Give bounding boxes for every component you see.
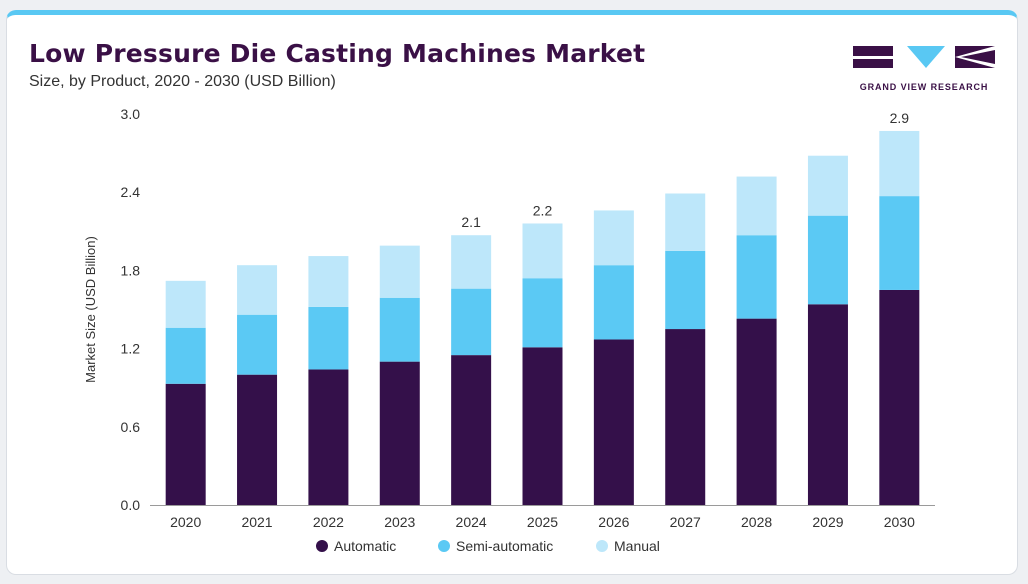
- bar-semi-automatic-2030: [879, 196, 920, 290]
- bar-automatic-2025: [522, 347, 563, 505]
- x-tick-label-2024: 2024: [456, 514, 487, 530]
- bar-automatic-2029: [807, 304, 848, 505]
- y-tick-label-0: 0.0: [121, 497, 141, 513]
- x-tick-label-2026: 2026: [598, 514, 629, 530]
- bar-manual-2030: [879, 130, 920, 197]
- y-tick-label-1: 0.6: [121, 419, 141, 435]
- bar-semi-automatic-2021: [237, 314, 278, 375]
- x-tick-label-2023: 2023: [384, 514, 415, 530]
- chart-subtitle: Size, by Product, 2020 - 2030 (USD Billi…: [29, 73, 336, 90]
- bar-automatic-2021: [237, 374, 278, 505]
- x-tick-label-2022: 2022: [313, 514, 344, 530]
- bar-automatic-2020: [165, 383, 206, 505]
- bar-manual-2027: [665, 193, 706, 251]
- x-tick-label-2030: 2030: [884, 514, 915, 530]
- data-labels: 2.1 2.2 2.9: [461, 110, 909, 230]
- chart-title: Low Pressure Die Casting Machines Market: [29, 39, 646, 68]
- bar-manual-2026: [593, 210, 634, 266]
- legend-swatch-manual: [596, 540, 608, 552]
- legend: Automatic Semi-automatic Manual: [316, 538, 660, 554]
- x-tick-label-2028: 2028: [741, 514, 772, 530]
- bar-semi-automatic-2028: [736, 235, 777, 319]
- bar-semi-automatic-2023: [379, 297, 420, 362]
- legend-swatch-semi-automatic: [438, 540, 450, 552]
- logo-text: GRAND VIEW RESEARCH: [859, 82, 989, 92]
- bar-semi-automatic-2026: [593, 265, 634, 340]
- axes: 0.0 0.6 1.2 1.8 2.4 3.0 Market Size (USD Billi…: [83, 106, 935, 530]
- bar-manual-2024: [451, 235, 492, 289]
- x-tick-label-2020: 2020: [170, 514, 201, 530]
- bars: [165, 130, 920, 505]
- y-tick-label-2: 1.2: [121, 341, 141, 357]
- bar-semi-automatic-2024: [451, 288, 492, 356]
- bar-automatic-2028: [736, 318, 777, 505]
- legend-label-automatic: Automatic: [334, 538, 396, 554]
- bar-automatic-2030: [879, 289, 920, 505]
- bar-semi-automatic-2022: [308, 306, 349, 370]
- bar-manual-2020: [165, 280, 206, 328]
- bar-manual-2022: [308, 256, 349, 307]
- x-tick-label-2027: 2027: [670, 514, 701, 530]
- bar-semi-automatic-2020: [165, 327, 206, 384]
- bar-semi-automatic-2025: [522, 278, 563, 348]
- bar-automatic-2022: [308, 369, 349, 505]
- legend-swatch-automatic: [316, 540, 328, 552]
- bar-semi-automatic-2027: [665, 250, 706, 330]
- x-tick-label-2029: 2029: [812, 514, 843, 530]
- x-tick-label-2021: 2021: [241, 514, 272, 530]
- y-tick-label-4: 2.4: [121, 184, 141, 200]
- data-label-2025: 2.2: [533, 202, 553, 218]
- bar-automatic-2023: [379, 361, 420, 505]
- bar-automatic-2027: [665, 329, 706, 505]
- bar-semi-automatic-2029: [807, 215, 848, 305]
- legend-label-semi-automatic: Semi-automatic: [456, 538, 553, 554]
- gvr-logo-icon: [853, 46, 995, 68]
- bar-manual-2025: [522, 223, 563, 279]
- data-label-2030: 2.9: [890, 110, 910, 126]
- y-tick-label-3: 1.8: [121, 262, 141, 278]
- y-axis-title: Market Size (USD Billion): [83, 236, 98, 383]
- grand-view-research-logo: GRAND VIEW RESEARCH: [853, 43, 995, 93]
- bar-automatic-2024: [451, 355, 492, 505]
- bar-manual-2029: [807, 155, 848, 216]
- legend-label-manual: Manual: [614, 538, 660, 554]
- bar-automatic-2026: [593, 339, 634, 505]
- bar-manual-2028: [736, 176, 777, 236]
- y-tick-label-5: 3.0: [121, 106, 141, 122]
- bar-manual-2021: [237, 265, 278, 315]
- data-label-2024: 2.1: [461, 214, 481, 230]
- bar-manual-2023: [379, 245, 420, 298]
- x-tick-label-2025: 2025: [527, 514, 558, 530]
